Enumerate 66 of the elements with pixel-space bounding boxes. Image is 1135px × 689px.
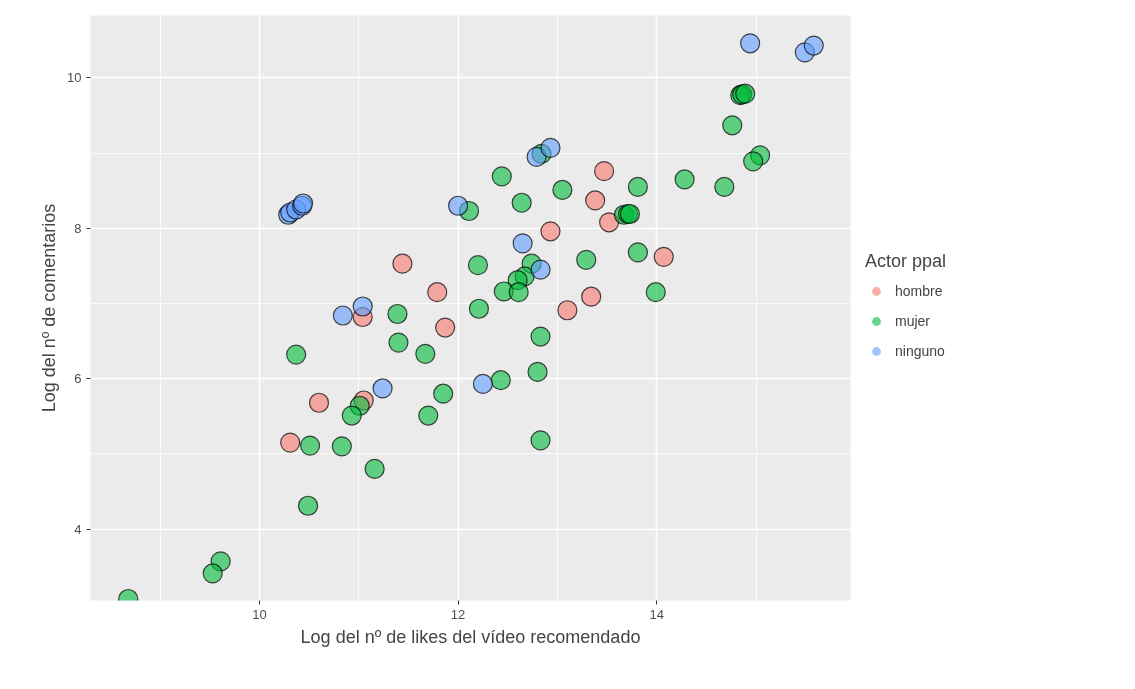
y-tick-label: 4 — [74, 521, 82, 537]
point — [743, 151, 764, 172]
point — [472, 373, 494, 395]
point — [585, 190, 606, 211]
point — [364, 458, 385, 479]
point — [308, 392, 330, 413]
y-tick-label: 8 — [74, 220, 82, 236]
y-axis-title: Log del nº de comentarios — [39, 203, 60, 413]
point — [341, 405, 362, 426]
point — [627, 242, 648, 263]
legend-label: mujer — [895, 312, 931, 329]
point — [527, 361, 548, 382]
point — [526, 146, 547, 167]
point — [740, 33, 761, 54]
x-tick-label: 10 — [252, 606, 267, 622]
point — [803, 35, 824, 56]
point — [714, 176, 735, 198]
point — [722, 115, 743, 136]
point — [299, 435, 321, 456]
point — [594, 161, 615, 182]
point — [427, 282, 448, 303]
point — [387, 303, 408, 325]
point — [598, 212, 620, 233]
point — [392, 253, 413, 274]
point — [557, 300, 578, 321]
point — [511, 192, 532, 213]
x-tick-label: 12 — [450, 606, 466, 622]
legend-label: hombre — [895, 282, 943, 299]
point — [653, 246, 674, 267]
point — [332, 305, 353, 326]
point — [530, 430, 551, 451]
point — [435, 317, 456, 338]
point — [576, 249, 597, 270]
point — [433, 383, 454, 404]
point — [508, 282, 529, 303]
point — [512, 233, 533, 254]
point — [202, 563, 223, 584]
point — [280, 432, 301, 453]
point — [530, 326, 551, 347]
y-tick-label: 10 — [67, 70, 82, 86]
point — [645, 282, 666, 303]
point — [540, 221, 561, 242]
point — [581, 286, 602, 307]
point — [372, 378, 393, 399]
x-axis-title: Log del nº de likes del vídeo recomendado — [300, 626, 641, 647]
point — [418, 405, 439, 426]
point — [467, 255, 489, 276]
y-tick-label: 6 — [74, 371, 82, 387]
point — [674, 169, 695, 190]
point — [468, 298, 490, 319]
point — [552, 179, 573, 201]
point — [447, 195, 469, 216]
legend-label: ninguno — [895, 342, 945, 359]
point — [331, 436, 352, 457]
x-tick-label: 14 — [649, 606, 665, 622]
point — [388, 332, 409, 353]
point — [530, 259, 551, 280]
point — [297, 495, 319, 516]
point — [540, 137, 561, 158]
point — [286, 344, 307, 365]
point — [627, 176, 648, 198]
point — [415, 343, 436, 364]
legend-title: Actor ppal — [865, 250, 947, 272]
point — [490, 370, 511, 391]
point — [491, 166, 512, 187]
point — [352, 296, 373, 317]
